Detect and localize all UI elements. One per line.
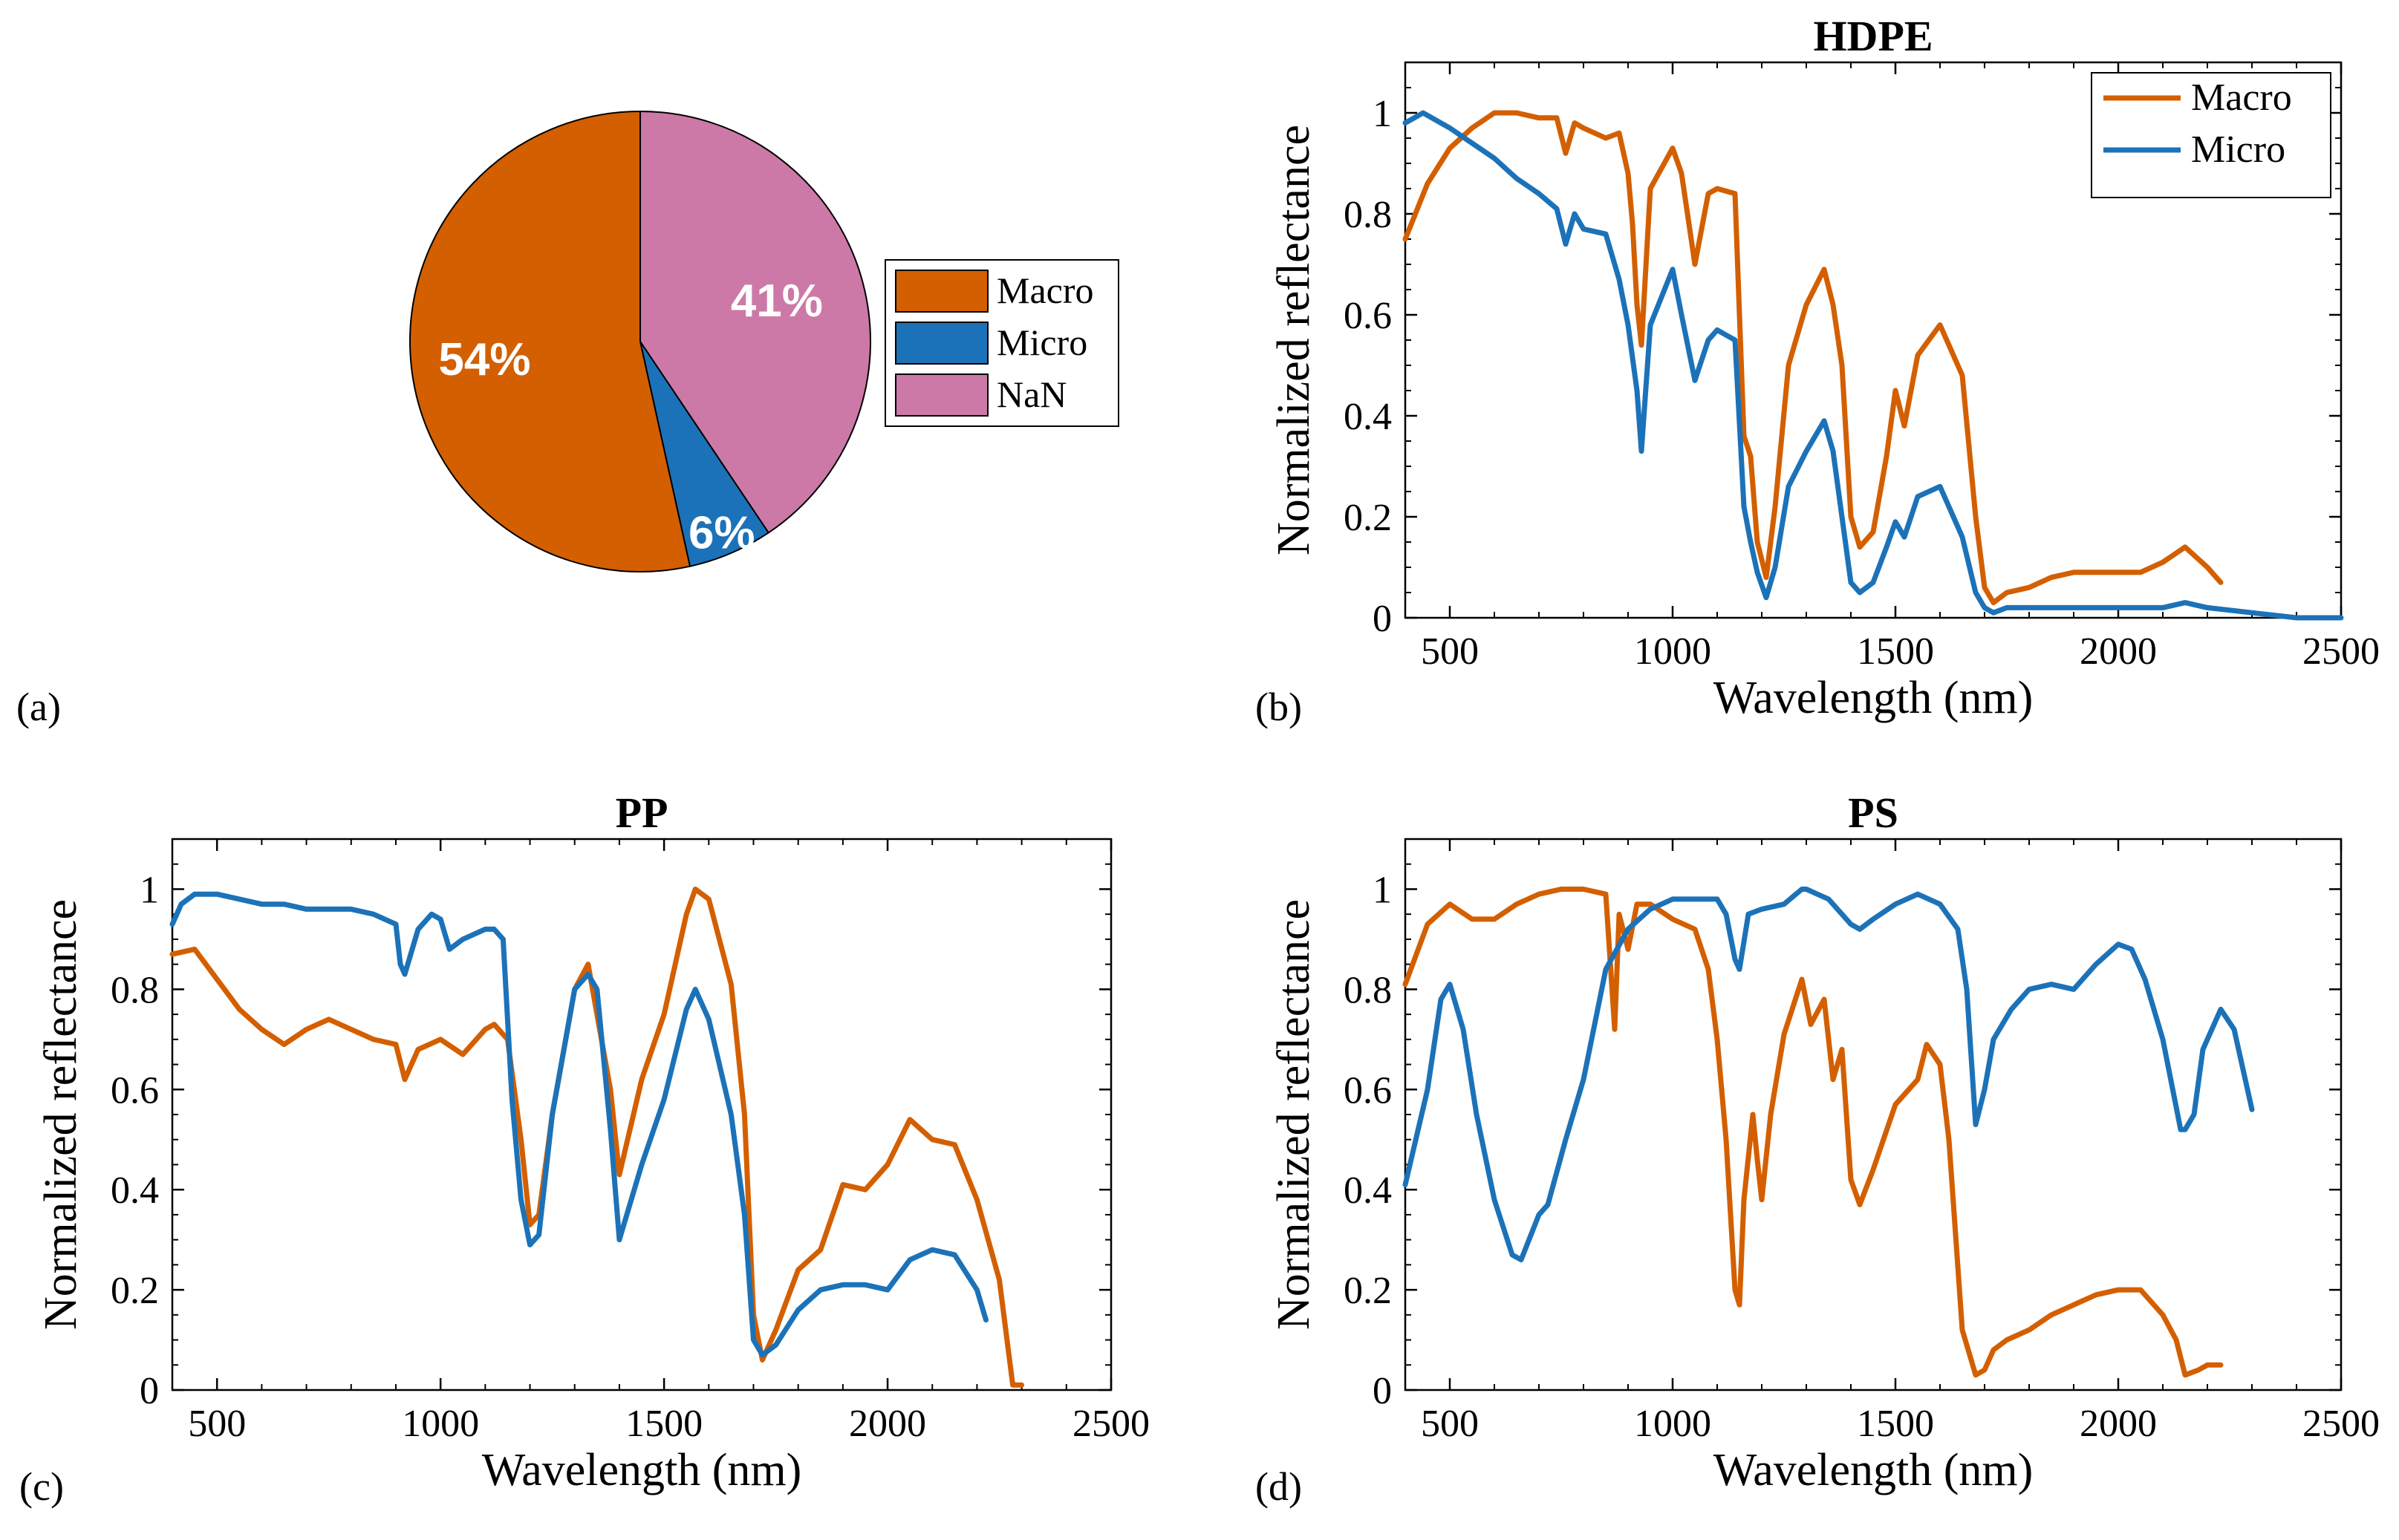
x-axis-label: Wavelength (nm) bbox=[1713, 1445, 2034, 1495]
x-axis-label: Wavelength (nm) bbox=[482, 1445, 802, 1495]
x-tick-label: 500 bbox=[1421, 1403, 1479, 1445]
pie-legend-swatch-macro bbox=[895, 270, 989, 313]
hdpe-panel: 500 1000 1500 2000 2500 0 0.2 0.4 0.6 0.8 1 HDPE Wav… bbox=[1255, 12, 2380, 729]
x-tick-label: 2500 bbox=[2302, 630, 2380, 673]
x-tick-label: 1000 bbox=[402, 1403, 479, 1445]
pie-legend-label-macro: Macro bbox=[997, 270, 1094, 311]
y-tick-label: 0 bbox=[1373, 598, 1392, 640]
y-tick-label: 0 bbox=[140, 1370, 159, 1412]
y-tick-label: 1 bbox=[1373, 869, 1392, 911]
series-line-micro bbox=[1402, 110, 2344, 621]
y-axis-label: Normalized reflectance bbox=[1269, 899, 1319, 1330]
pie-slice-label-micro: 6% bbox=[689, 507, 755, 558]
panel-label: (d) bbox=[1255, 1464, 1302, 1509]
y-tick-label: 0.2 bbox=[1344, 1270, 1392, 1312]
x-tick-label: 2000 bbox=[2080, 1403, 2157, 1445]
y-tick-label: 0.4 bbox=[1344, 1169, 1392, 1212]
y-tick-label: 0.2 bbox=[111, 1270, 159, 1312]
x-tick-label: 1500 bbox=[1857, 1403, 1934, 1445]
y-tick-label: 1 bbox=[1373, 93, 1392, 135]
x-tick-label: 500 bbox=[188, 1403, 246, 1445]
pie-legend-swatch-micro bbox=[895, 322, 989, 365]
line-legend-box bbox=[2091, 72, 2331, 198]
x-tick-label: 1500 bbox=[1857, 630, 1934, 673]
y-tick-label: 0.6 bbox=[1344, 295, 1392, 337]
series-line-macro bbox=[169, 887, 1025, 1388]
pie-legend-swatch-nan bbox=[895, 373, 989, 417]
y-tick-label: 0.4 bbox=[1344, 396, 1392, 438]
y-tick-label: 0 bbox=[1373, 1370, 1392, 1412]
pie-slice-label-macro: 54% bbox=[438, 334, 530, 385]
x-tick-label: 1000 bbox=[1634, 630, 1711, 673]
y-axis-label: Normalized reflectance bbox=[36, 899, 86, 1330]
y-tick-label: 1 bbox=[140, 869, 159, 911]
pie-legend-label-micro: Micro bbox=[997, 322, 1087, 363]
pp-panel: 500 1000 1500 2000 2500 0 0.2 0.4 0.6 0.8 1 PP Wavel… bbox=[19, 789, 1150, 1509]
plot-title: HDPE bbox=[1813, 12, 1933, 60]
y-tick-label: 0.2 bbox=[1344, 497, 1392, 539]
x-tick-label: 1000 bbox=[1634, 1403, 1711, 1445]
pie-slice-nan bbox=[639, 110, 871, 534]
line-legend-label-macro: Macro bbox=[2191, 76, 2292, 119]
line-legend-label-micro: Micro bbox=[2191, 128, 2285, 171]
y-axis-label: Normalized reflectance bbox=[1269, 125, 1319, 555]
y-tick-label: 0.6 bbox=[111, 1069, 159, 1112]
x-tick-label: 500 bbox=[1421, 630, 1479, 673]
y-tick-label: 0.8 bbox=[111, 969, 159, 1011]
x-tick-label: 1500 bbox=[625, 1403, 703, 1445]
pie-slice-macro bbox=[409, 110, 691, 572]
x-tick-label: 2000 bbox=[849, 1403, 926, 1445]
pie-legend-label-nan: NaN bbox=[997, 373, 1067, 415]
panel-label: (c) bbox=[19, 1464, 64, 1509]
x-axis-label: Wavelength (nm) bbox=[1713, 673, 2034, 723]
series-line-macro bbox=[1402, 110, 2224, 606]
y-tick-label: 0.8 bbox=[1344, 194, 1392, 236]
y-tick-label: 0.8 bbox=[1344, 969, 1392, 1011]
plot-title: PS bbox=[1848, 789, 1898, 837]
y-tick-label: 0.4 bbox=[111, 1169, 159, 1212]
series-line-micro bbox=[1402, 887, 2255, 1263]
pie-panel: 41% 6% 54% Macro Micro NaN (a) bbox=[16, 110, 1119, 729]
x-tick-label: 2500 bbox=[1072, 1403, 1150, 1445]
series-line-micro bbox=[169, 891, 989, 1358]
pie-slice-label-nan: 41% bbox=[731, 275, 823, 327]
ps-panel: 500 1000 1500 2000 2500 0 0.2 0.4 0.6 0.8 1 PS Wavel… bbox=[1255, 789, 2380, 1509]
x-tick-label: 2000 bbox=[2080, 630, 2157, 673]
y-tick-label: 0.6 bbox=[1344, 1069, 1392, 1112]
panel-label: (b) bbox=[1255, 685, 1302, 729]
panel-label: (a) bbox=[16, 685, 61, 729]
plot-title: PP bbox=[616, 789, 668, 837]
plot-frame bbox=[171, 838, 1113, 1391]
x-tick-label: 2500 bbox=[2302, 1403, 2380, 1445]
